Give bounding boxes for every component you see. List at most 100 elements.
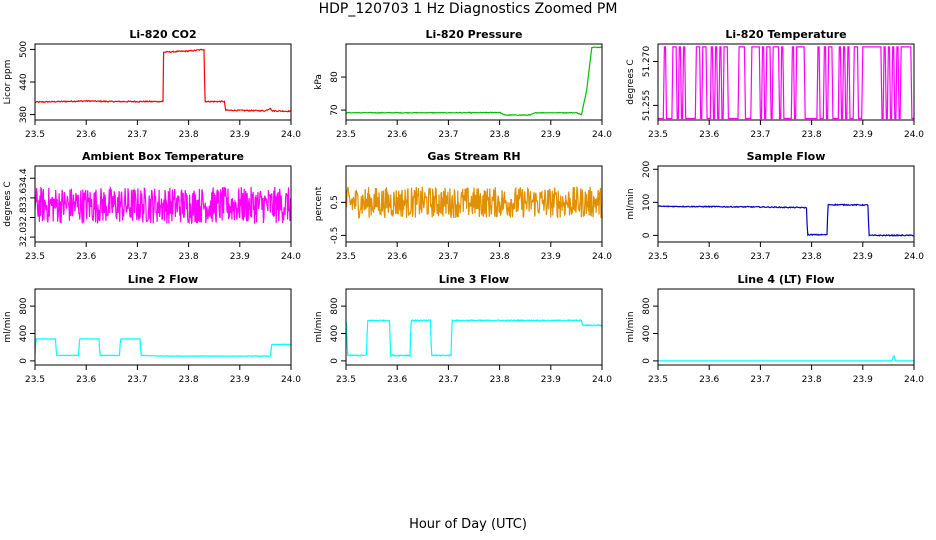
- x-tick-label: 23.5: [336, 375, 356, 385]
- y-tick-label: 33.6: [19, 188, 29, 208]
- panel-title: Line 2 Flow: [128, 273, 198, 286]
- x-tick-label: 23.5: [25, 252, 45, 262]
- y-tick-label: 51.255: [642, 90, 652, 122]
- x-tick-label: 23.9: [853, 252, 873, 262]
- x-tick-label: 23.5: [648, 375, 668, 385]
- x-tick-label: 23.6: [76, 130, 96, 140]
- x-tick-label: 23.7: [750, 375, 770, 385]
- plot-frame: [34, 43, 292, 121]
- x-tick-label: 23.5: [336, 252, 356, 262]
- panel-8: Line 3 Flow ml/min 23.5 23.6 23.7 23.8 23.9 24.…: [314, 273, 612, 385]
- x-tick-label: 23.7: [750, 252, 770, 262]
- series-line: [346, 318, 602, 358]
- series-line: [658, 203, 914, 237]
- x-tick-label: 23.7: [127, 130, 147, 140]
- x-tick-label: 23.7: [438, 375, 458, 385]
- panel-title: Gas Stream RH: [427, 150, 520, 163]
- panel-1: Li-820 CO2 Licor ppm 23.5 23.6 23.7 23.8 23.9 2…: [3, 28, 301, 140]
- x-tick-label: 23.6: [699, 130, 719, 140]
- panel-title: Li-820 Temperature: [725, 28, 846, 41]
- plot-frame: [345, 288, 603, 366]
- x-tick-label: 23.7: [438, 130, 458, 140]
- y-tick-label: -0.5: [330, 227, 340, 245]
- y-tick-label: 70: [330, 104, 340, 116]
- x-tick-label: 23.9: [230, 252, 250, 262]
- y-tick-label: 380: [19, 106, 29, 123]
- series-line: [658, 46, 914, 120]
- series-line: [35, 338, 291, 358]
- x-tick-label: 23.7: [127, 375, 147, 385]
- panel-9: Line 4 (LT) Flow ml/min 23.5 23.6 23.7 23.8 23…: [626, 273, 924, 385]
- panel-6: Sample Flow ml/min 23.5 23.6 23.7 23.8 23.9 24.…: [626, 150, 924, 262]
- series-line: [35, 185, 291, 225]
- y-tick-label: 0: [642, 358, 652, 364]
- x-tick-label: 23.6: [76, 375, 96, 385]
- plot-frame: [657, 288, 915, 366]
- y-tick-label: 800: [642, 297, 652, 314]
- x-tick-label: 24.0: [281, 252, 301, 262]
- x-tick-label: 23.6: [699, 252, 719, 262]
- panel-3: Li-820 Temperature degrees C 23.5 23.6 23.7 2…: [626, 28, 924, 140]
- y-tick-label: 400: [19, 325, 29, 342]
- x-tick-label: 24.0: [592, 252, 612, 262]
- x-tick-label: 23.6: [387, 130, 407, 140]
- x-tick-label: 23.8: [179, 252, 199, 262]
- y-tick-label: 34.4: [19, 168, 29, 188]
- x-tick-label: 23.8: [179, 375, 199, 385]
- panel-5: Gas Stream RH percent 23.5 23.6 23.7 23.8 23.9…: [314, 150, 612, 262]
- panel-2: Li-820 Pressure kPa 23.5 23.6 23.7 23.8 23.9 24…: [314, 28, 612, 140]
- y-axis-label: degrees C: [3, 181, 13, 226]
- x-tick-label: 24.0: [281, 375, 301, 385]
- y-axis-label: ml/min: [626, 311, 636, 342]
- y-tick-label: 800: [19, 297, 29, 314]
- y-tick-label: 32.0: [19, 227, 29, 247]
- y-axis-label: percent: [314, 186, 324, 221]
- y-axis-label: ml/min: [626, 188, 636, 219]
- x-tick-label: 23.5: [648, 130, 668, 140]
- y-tick-label: 80: [330, 71, 340, 83]
- y-axis-label: kPa: [314, 74, 324, 90]
- y-tick-label: 32.8: [19, 207, 29, 227]
- x-tick-label: 23.5: [336, 130, 356, 140]
- series-line: [346, 186, 602, 220]
- y-tick-label: 440: [19, 73, 29, 90]
- panel-title: Sample Flow: [747, 150, 826, 163]
- y-tick-label: 800: [330, 297, 340, 314]
- y-tick-label: 0.5: [330, 195, 340, 209]
- panel-title: Ambient Box Temperature: [82, 150, 244, 163]
- panel-title: Li-820 CO2: [129, 28, 196, 41]
- x-tick-label: 23.8: [179, 130, 199, 140]
- panel-title: Li-820 Pressure: [426, 28, 523, 41]
- y-axis-label: degrees C: [626, 59, 636, 104]
- x-tick-label: 24.0: [281, 130, 301, 140]
- x-tick-label: 23.9: [230, 130, 250, 140]
- y-tick-label: 200: [642, 160, 652, 177]
- x-tick-label: 23.7: [127, 252, 147, 262]
- y-tick-label: 500: [19, 41, 29, 58]
- x-tick-label: 23.6: [699, 375, 719, 385]
- x-tick-label: 23.8: [490, 130, 510, 140]
- y-tick-label: 400: [330, 325, 340, 342]
- x-tick-label: 23.7: [750, 130, 770, 140]
- x-tick-label: 23.9: [853, 130, 873, 140]
- figure-title: HDP_120703 1 Hz Diagnostics Zoomed PM: [318, 1, 618, 17]
- x-tick-label: 24.0: [592, 130, 612, 140]
- y-tick-label: 51.270: [642, 46, 652, 78]
- x-tick-label: 23.5: [25, 130, 45, 140]
- x-tick-label: 23.6: [387, 375, 407, 385]
- x-axis-label: Hour of Day (UTC): [409, 517, 527, 532]
- x-tick-label: 23.8: [490, 375, 510, 385]
- panel-4: Ambient Box Temperature degrees C 23.5 23.6…: [3, 150, 301, 262]
- x-tick-label: 23.6: [76, 252, 96, 262]
- x-tick-label: 23.9: [230, 375, 250, 385]
- x-tick-label: 23.6: [387, 252, 407, 262]
- plot-frame: [657, 43, 915, 121]
- x-tick-label: 23.8: [802, 130, 822, 140]
- x-tick-label: 23.9: [541, 252, 561, 262]
- x-tick-label: 23.7: [438, 252, 458, 262]
- y-axis-label: ml/min: [314, 311, 324, 342]
- plot-frame: [34, 165, 292, 243]
- x-tick-label: 24.0: [904, 130, 924, 140]
- plot-frame: [34, 288, 292, 366]
